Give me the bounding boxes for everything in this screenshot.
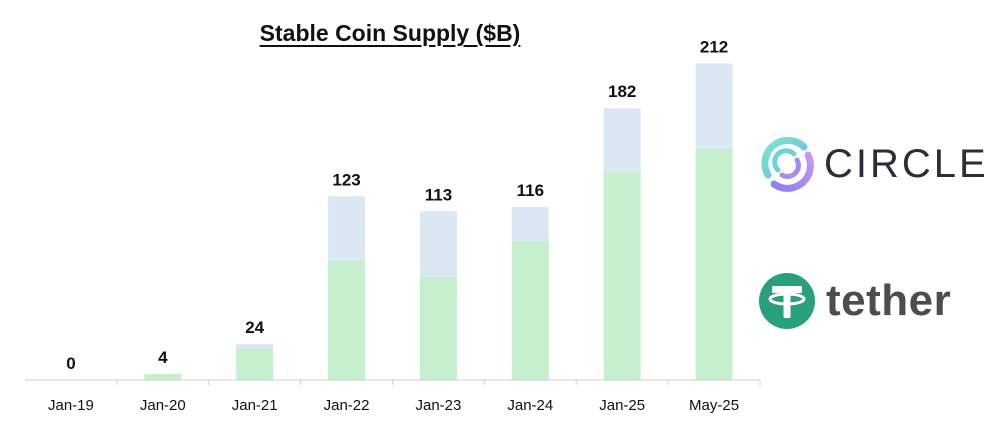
bar-Jan-23-segment-0	[419, 276, 457, 380]
bar-Jan-21-segment-0	[236, 348, 274, 380]
circle-logo: CIRCLE	[758, 135, 989, 193]
data-label-Jan-19: 0	[66, 354, 75, 373]
tether-wordmark: tether	[826, 276, 952, 325]
data-labels-layer: 0 4 24 123 113 116 182 212	[66, 37, 728, 373]
tether-logo-icon	[759, 273, 815, 329]
x-tick-label-Jan-24: Jan-24	[507, 397, 553, 414]
x-tick-label-Jan-23: Jan-23	[416, 397, 462, 414]
bar-Jan-20-segment-0	[144, 374, 182, 380]
data-label-Jan-20: 4	[158, 348, 168, 367]
bar-Jan-21-segment-1	[236, 344, 274, 349]
bar-May-25-segment-0	[695, 148, 733, 380]
x-tick-layer: Jan-19 Jan-20 Jan-21 Jan-22 Jan-23 Jan-24 Jan-…	[48, 380, 761, 414]
x-tick-label-Jan-21: Jan-21	[232, 397, 278, 414]
bar-Jan-24-segment-1	[511, 206, 549, 242]
bar-Jan-22-segment-1	[328, 196, 366, 261]
x-tick-label-Jan-25: Jan-25	[599, 397, 645, 414]
bar-May-25-segment-1	[695, 63, 733, 149]
x-tick-label-Jan-20: Jan-20	[140, 397, 186, 414]
circle-logo-icon	[761, 136, 814, 192]
data-label-Jan-25: 182	[608, 82, 636, 101]
data-label-Jan-24: 116	[517, 181, 544, 200]
tether-logo: tether	[758, 272, 951, 330]
bars-layer	[144, 63, 733, 380]
circle-wordmark: CIRCLE	[824, 141, 989, 186]
x-tick-label-May-25: May-25	[689, 397, 739, 414]
data-label-Jan-23: 113	[425, 185, 452, 204]
bar-Jan-25-segment-0	[603, 172, 641, 380]
x-tick-label-Jan-22: Jan-22	[324, 397, 370, 414]
data-label-May-25: 212	[700, 37, 728, 56]
chart-title: Stable Coin Supply ($B)	[259, 20, 521, 46]
data-label-Jan-21: 24	[245, 318, 264, 337]
x-tick-label-Jan-19: Jan-19	[48, 397, 94, 414]
bar-Jan-22-segment-0	[328, 260, 366, 380]
bar-Jan-23-segment-1	[419, 211, 457, 277]
bar-Jan-24-segment-0	[511, 241, 549, 380]
data-label-Jan-22: 123	[332, 170, 360, 189]
bar-Jan-25-segment-1	[603, 108, 641, 173]
